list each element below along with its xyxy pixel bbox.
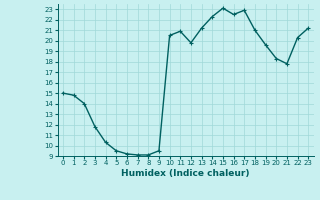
X-axis label: Humidex (Indice chaleur): Humidex (Indice chaleur) xyxy=(121,169,250,178)
